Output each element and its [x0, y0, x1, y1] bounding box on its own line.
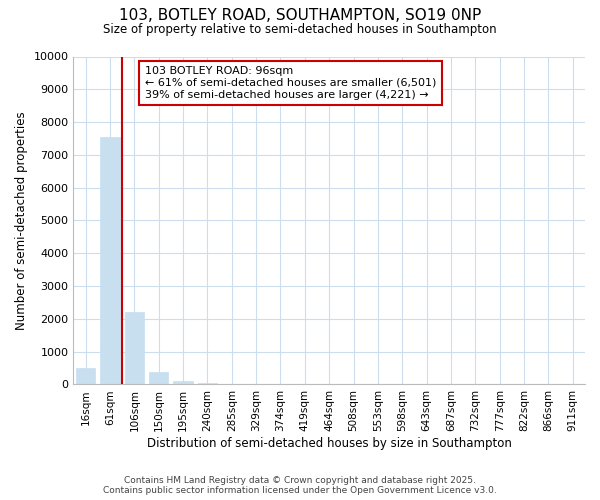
Bar [125, 312, 144, 384]
Bar [76, 368, 95, 384]
Bar [149, 372, 169, 384]
Bar [173, 381, 193, 384]
Text: Contains HM Land Registry data © Crown copyright and database right 2025.
Contai: Contains HM Land Registry data © Crown c… [103, 476, 497, 495]
Bar [100, 136, 120, 384]
Text: Size of property relative to semi-detached houses in Southampton: Size of property relative to semi-detach… [103, 22, 497, 36]
Text: 103, BOTLEY ROAD, SOUTHAMPTON, SO19 0NP: 103, BOTLEY ROAD, SOUTHAMPTON, SO19 0NP [119, 8, 481, 22]
X-axis label: Distribution of semi-detached houses by size in Southampton: Distribution of semi-detached houses by … [147, 437, 512, 450]
Text: 103 BOTLEY ROAD: 96sqm
← 61% of semi-detached houses are smaller (6,501)
39% of : 103 BOTLEY ROAD: 96sqm ← 61% of semi-det… [145, 66, 436, 100]
Bar [197, 383, 217, 384]
Y-axis label: Number of semi-detached properties: Number of semi-detached properties [15, 111, 28, 330]
